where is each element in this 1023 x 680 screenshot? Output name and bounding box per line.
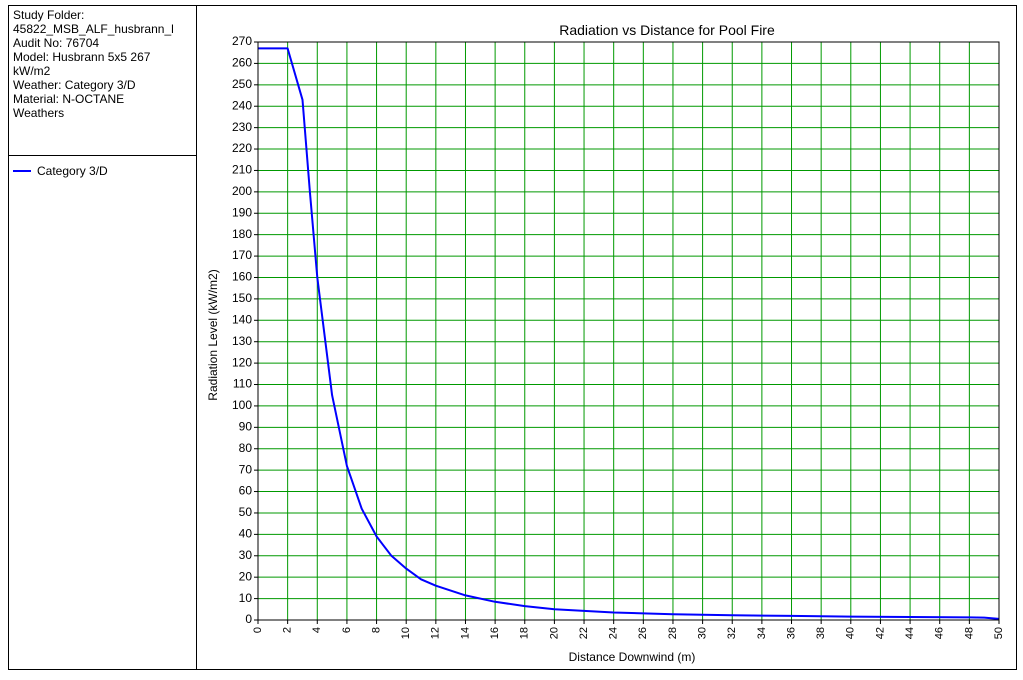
y-tick-label: 120: [232, 355, 252, 369]
tick-labels: 0 2 4 6 8 10 12 14 16 18 20 22 24 26 28 30 32 34 36 38 40 42 4…: [232, 34, 1005, 639]
y-tick-label: 140: [232, 312, 252, 326]
x-axis-label: Distance Downwind (m): [569, 650, 696, 664]
y-tick-label: 150: [232, 291, 252, 305]
y-axis-label: Radiation Level (kW/m2): [206, 269, 220, 400]
y-tick-label: 230: [232, 120, 252, 134]
info-weather: Weather: Category 3/D: [13, 78, 136, 92]
plot-border: [257, 41, 1000, 621]
x-tick-label: 28: [667, 627, 679, 639]
x-tick-label: 0: [252, 627, 264, 633]
legend-item-label: Category 3/D: [37, 164, 108, 178]
y-tick-label: 0: [245, 612, 252, 626]
y-tick-label: 170: [232, 248, 252, 262]
y-tick-label: 240: [232, 98, 252, 112]
x-tick-label: 10: [400, 627, 412, 639]
y-tick-label: 100: [232, 398, 252, 412]
y-tick-label: 220: [232, 141, 252, 155]
x-tick-label: 34: [756, 627, 768, 639]
x-tick-label: 12: [430, 627, 442, 639]
y-tick-label: 160: [232, 270, 252, 284]
x-tick-label: 20: [548, 627, 560, 639]
chart-area: Radiation vs Distance for Pool Fire Dist…: [197, 6, 1016, 669]
x-tick-label: 50: [993, 627, 1005, 639]
y-tick-label: 30: [239, 548, 253, 562]
y-tick-label: 10: [239, 591, 253, 605]
y-tick-label: 200: [232, 184, 252, 198]
y-tick-label: 210: [232, 163, 252, 177]
info-weathers: Weathers: [13, 106, 65, 120]
info-study-folder-label: Study Folder:: [13, 8, 85, 22]
info-material: Material: N-OCTANE: [13, 92, 125, 106]
x-tick-label: 6: [341, 627, 353, 633]
y-tick-label: 20: [239, 569, 253, 583]
x-tick-label: 32: [726, 627, 738, 639]
grid: [257, 41, 1000, 621]
y-tick-label: 90: [239, 420, 253, 434]
x-tick-label: 22: [578, 627, 590, 639]
x-tick-label: 14: [459, 627, 471, 639]
y-tick-label: 190: [232, 205, 252, 219]
y-tick-label: 60: [239, 484, 253, 498]
y-tick-label: 70: [239, 462, 253, 476]
x-tick-label: 36: [785, 627, 797, 639]
chart-window: Study Folder: 45822_MSB_ALF_husbrann_l A…: [8, 5, 1017, 670]
x-tick-label: 4: [311, 627, 323, 633]
info-study-folder-value: 45822_MSB_ALF_husbrann_l: [13, 22, 174, 36]
x-tick-label: 46: [934, 627, 946, 639]
legend-item-category-3d[interactable]: Category 3/D: [13, 164, 192, 178]
info-model: Model: Husbrann 5x5 267: [13, 50, 151, 64]
x-tick-label: 40: [845, 627, 857, 639]
x-tick-label: 48: [963, 627, 975, 639]
x-tick-label: 16: [489, 627, 501, 639]
y-tick-label: 50: [239, 505, 253, 519]
legend: Category 3/D: [9, 156, 196, 668]
x-tick-label: 44: [904, 627, 916, 639]
legend-line-swatch: [13, 170, 31, 172]
series-line-category-3d: [258, 47, 1000, 620]
x-tick-label: 42: [874, 627, 886, 639]
chart-title: Radiation vs Distance for Pool Fire: [559, 22, 775, 38]
x-tick-label: 24: [608, 627, 620, 639]
y-tick-label: 250: [232, 77, 252, 91]
x-tick-label: 8: [370, 627, 382, 633]
y-tick-label: 260: [232, 56, 252, 70]
y-tick-label: 80: [239, 441, 253, 455]
y-tick-label: 110: [233, 377, 252, 391]
x-tick-label: 18: [519, 627, 531, 639]
side-panel: Study Folder: 45822_MSB_ALF_husbrann_l A…: [9, 6, 197, 669]
radiation-chart: Radiation vs Distance for Pool Fire Dist…: [206, 22, 1005, 664]
info-model-units: kW/m2: [13, 64, 51, 78]
x-tick-label: 30: [697, 627, 709, 639]
x-tick-label: 38: [815, 627, 827, 639]
y-tick-label: 40: [239, 527, 253, 541]
info-audit-no: Audit No: 76704: [13, 36, 100, 50]
series-layer: [258, 47, 1000, 620]
x-tick-label: 26: [637, 627, 649, 639]
study-info-box: Study Folder: 45822_MSB_ALF_husbrann_l A…: [9, 6, 196, 156]
y-tick-label: 180: [232, 227, 252, 241]
y-tick-label: 130: [232, 334, 252, 348]
x-tick-label: 2: [282, 627, 294, 633]
y-tick-label: 270: [232, 34, 252, 48]
